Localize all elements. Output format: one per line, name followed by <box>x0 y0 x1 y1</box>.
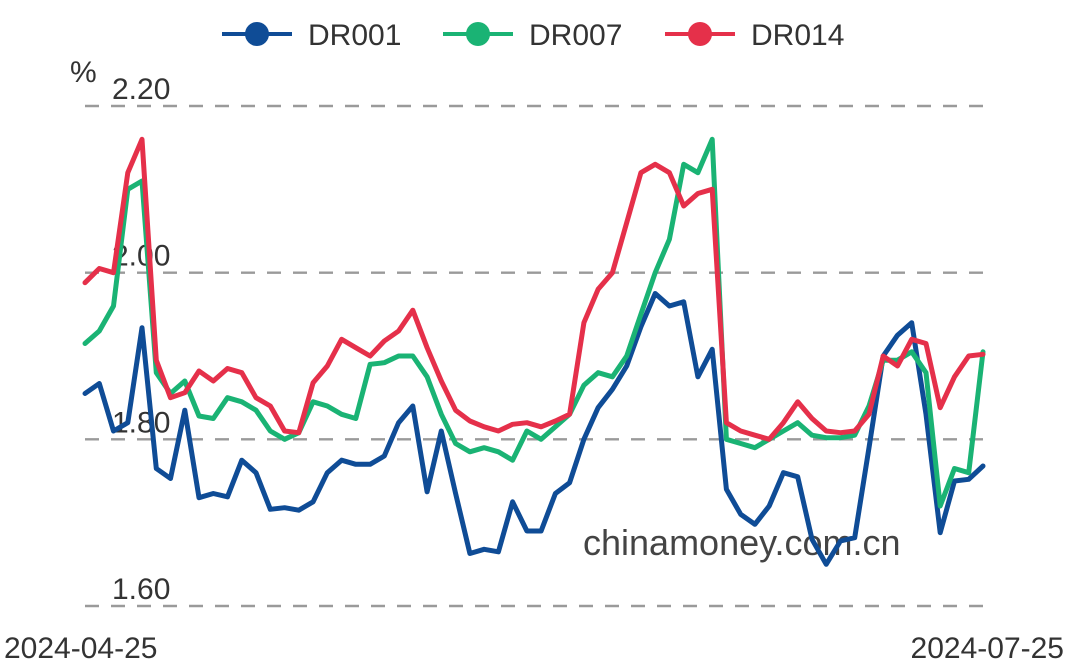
y-tick-label: 1.80 <box>112 406 170 439</box>
y-tick-label: 1.60 <box>112 573 170 606</box>
series-line-dr014 <box>82 136 986 442</box>
series-lines <box>82 136 986 567</box>
x-axis-start-label: 2024-04-25 <box>4 632 157 665</box>
legend-marker <box>245 22 269 46</box>
series-line-dr001 <box>82 291 986 567</box>
legend-label: DR001 <box>308 19 401 52</box>
legend-marker <box>688 22 712 46</box>
gridlines <box>85 104 983 608</box>
legend: DR001 DR007 DR014 <box>222 19 844 52</box>
legend-label: DR014 <box>751 19 844 52</box>
y-tick-labels: 1.601.802.002.20 <box>112 73 170 606</box>
series-line-dr007 <box>82 136 986 509</box>
y-axis-unit-label: % <box>70 56 97 89</box>
y-tick-label: 2.20 <box>112 73 170 106</box>
legend-marker <box>466 22 490 46</box>
watermark-text: chinamoney.com.cn <box>583 522 900 563</box>
x-axis-end-label: 2024-07-25 <box>911 632 1064 665</box>
legend-label: DR007 <box>529 19 622 52</box>
